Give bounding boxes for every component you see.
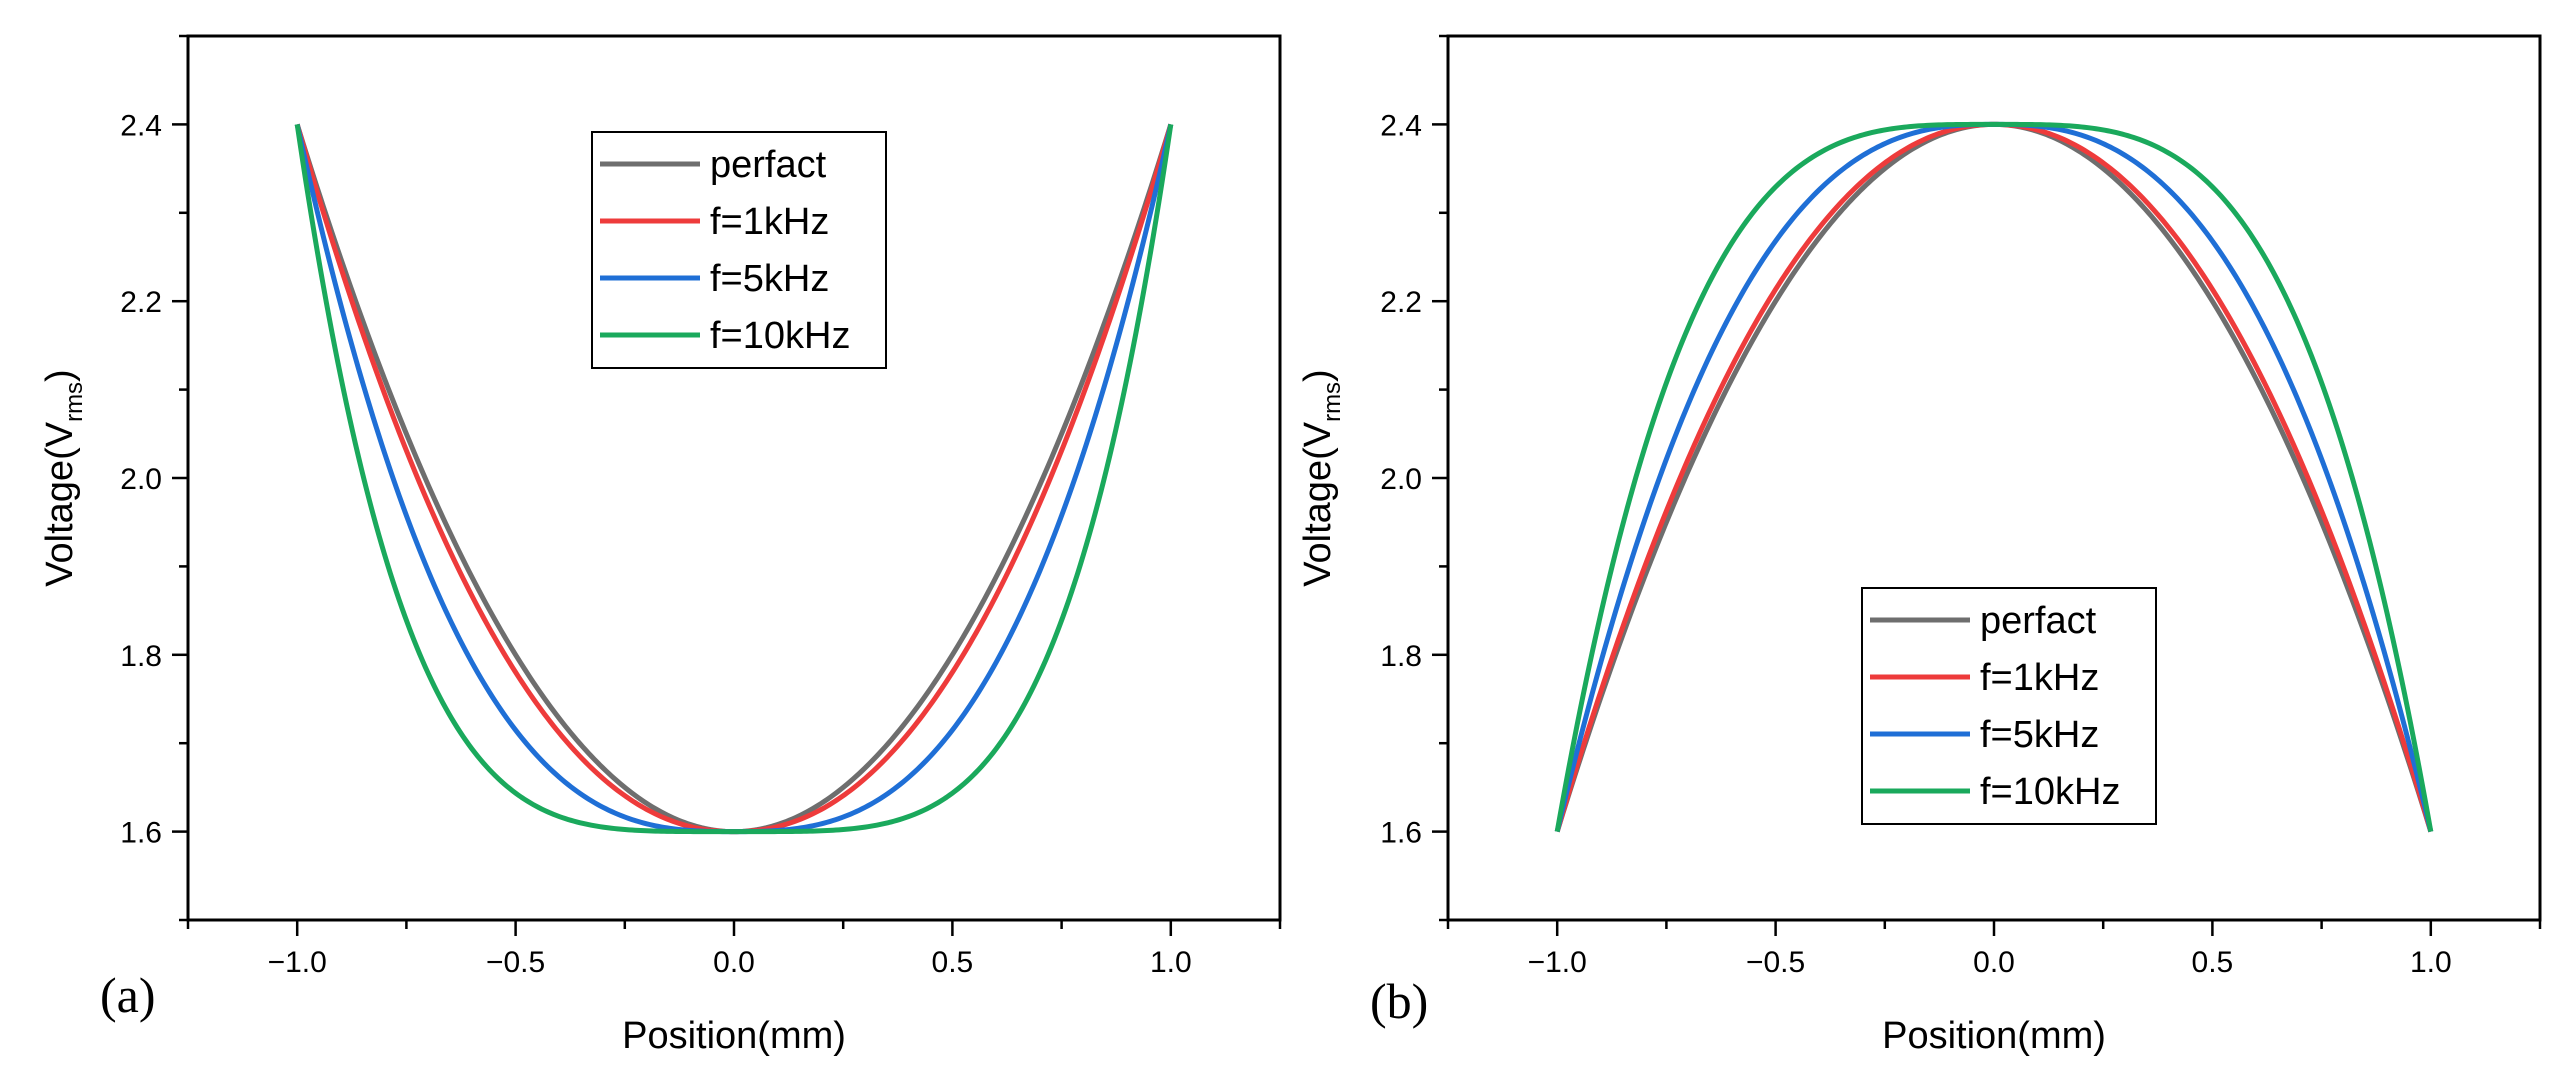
panel-a: −1.0 −0.5 0.0 0.5 1.0 1.6 1.8 2.0 2.2 2.4 Position… [39, 34, 1282, 1057]
y-tick-label: 2.2 [1380, 286, 1422, 319]
y-axis-title-close: ) [1297, 369, 1339, 382]
y-tick-label: 2.4 [120, 109, 162, 142]
legend-box [1861, 587, 2157, 825]
x-tick-label: 0.5 [932, 946, 974, 979]
y-tick-label: 2.4 [1380, 109, 1422, 142]
x-tick-label: 1.0 [2410, 946, 2452, 979]
panel-label: (a) [100, 967, 156, 1023]
series-line-f-10khz [1554, 121, 2434, 833]
y-axis-title-subscript: rms [61, 382, 88, 422]
series-line-f-10khz [294, 124, 1174, 835]
y-tick-label: 1.8 [120, 640, 162, 673]
legend-label-perfact: perfact [1980, 600, 2097, 642]
y-axis-title-subscript: rms [1319, 382, 1346, 422]
legend-label-f-5khz: f=5kHz [710, 258, 829, 300]
y-axis-title-close: ) [39, 369, 81, 382]
panel-b: −1.0 −0.5 0.0 0.5 1.0 1.6 1.8 2.0 2.2 2.4 Position… [1297, 34, 2542, 1057]
x-tick-label: −1.0 [268, 946, 327, 979]
legend: perfact f=1kHz f=5kHz f=10kHz [591, 131, 887, 369]
y-axis-title: Voltage(Vrms) [1297, 369, 1346, 586]
legend: perfact f=1kHz f=5kHz f=10kHz [1861, 587, 2157, 825]
panel-label: (b) [1370, 973, 1428, 1029]
y-tick-label: 1.6 [120, 817, 162, 850]
y-axis-title-main: Voltage(V [39, 421, 81, 586]
legend-label-f-10khz: f=10kHz [1980, 771, 2120, 813]
legend-label-f-5khz: f=5kHz [1980, 714, 2099, 756]
legend-label-f-1khz: f=1kHz [710, 201, 829, 243]
x-tick-label: −0.5 [486, 946, 545, 979]
x-tick-label: 1.0 [1150, 946, 1192, 979]
x-tick-label: 0.0 [1973, 946, 2015, 979]
x-tick-label: −0.5 [1746, 946, 1805, 979]
y-tick-label: 1.6 [1380, 817, 1422, 850]
x-tick-label: 0.5 [2192, 946, 2234, 979]
y-tick-label: 1.8 [1380, 640, 1422, 673]
y-tick-label: 2.0 [120, 463, 162, 496]
legend-box [591, 131, 887, 369]
y-tick-label: 2.0 [1380, 463, 1422, 496]
legend-label-f-1khz: f=1kHz [1980, 657, 2099, 699]
x-tick-label: −1.0 [1528, 946, 1587, 979]
x-axis-title: Position(mm) [622, 1015, 846, 1057]
y-axis-title-main: Voltage(V [1297, 421, 1339, 586]
x-axis-title: Position(mm) [1882, 1015, 2106, 1057]
legend-label-perfact: perfact [710, 144, 827, 186]
y-tick-label: 2.2 [120, 286, 162, 319]
legend-label-f-10khz: f=10kHz [710, 315, 850, 357]
y-axis-title: Voltage(Vrms) [39, 369, 88, 586]
x-tick-label: 0.0 [713, 946, 755, 979]
